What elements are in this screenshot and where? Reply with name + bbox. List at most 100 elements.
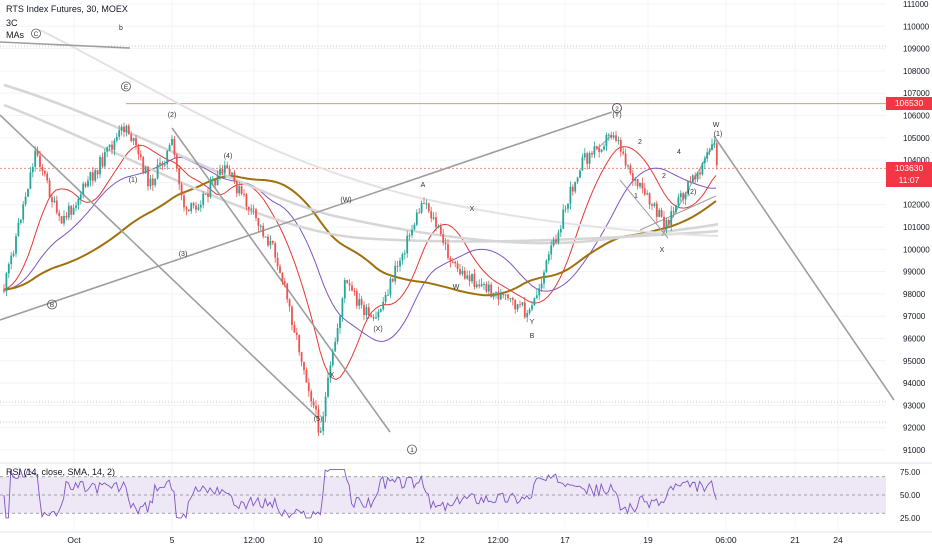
candle-body <box>579 170 581 178</box>
candle-body <box>238 186 241 194</box>
time-axis[interactable]: Oct 5 12:00 10 12 12:00 17 19 06:00 21 24 <box>0 531 932 545</box>
candle-body <box>687 181 689 194</box>
candle-body <box>329 365 332 378</box>
candle-body <box>343 280 346 299</box>
candle-body <box>600 149 603 152</box>
moving-averages <box>3 29 719 381</box>
wave-label: 2 <box>615 106 619 113</box>
candle-body <box>185 207 188 210</box>
candle-body <box>168 145 171 151</box>
candle-body <box>677 197 680 206</box>
candle-body <box>658 209 661 217</box>
indicator-3c-label: 3C <box>6 18 18 28</box>
candles <box>3 122 718 437</box>
candle-body <box>211 179 214 182</box>
candle-body <box>555 239 557 243</box>
candle-body <box>252 208 255 210</box>
candle-body <box>43 171 46 174</box>
candle-body <box>699 172 701 175</box>
candle-body <box>442 234 445 243</box>
candle-body <box>223 165 226 174</box>
candle-body <box>214 179 217 186</box>
candle-body <box>310 391 313 402</box>
candle-body <box>3 289 5 292</box>
candle-body <box>703 158 706 164</box>
candle-body <box>127 125 130 135</box>
candle-body <box>507 294 509 299</box>
wave-label: 1 <box>410 447 414 454</box>
wave-label-circle <box>407 444 417 455</box>
candle-body <box>305 370 308 383</box>
candle-body <box>478 284 481 287</box>
price-tick-label: 92000 <box>903 424 926 433</box>
candle-body <box>274 243 277 258</box>
wave-label: 1 <box>634 193 638 200</box>
candle-body <box>118 130 121 137</box>
candle-body <box>264 236 267 238</box>
candle-body <box>276 257 279 267</box>
time-tick-label: 21 <box>790 535 800 545</box>
candle-body <box>156 164 159 179</box>
candle-body <box>355 290 358 306</box>
candle-body <box>574 181 577 192</box>
candle-body <box>430 211 433 219</box>
candle-body <box>509 298 512 300</box>
candle-body <box>317 409 320 433</box>
time-tick-label: 19 <box>643 535 653 545</box>
price-tick-label: 101000 <box>903 223 930 232</box>
wave-label: E <box>124 84 129 91</box>
candle-body <box>195 205 197 210</box>
candle-body <box>161 162 164 166</box>
last-price-badge: 103630 <box>886 162 932 175</box>
candle-body <box>5 273 8 292</box>
candle-body <box>315 405 317 410</box>
candle-body <box>499 293 502 300</box>
candle-body <box>257 217 260 227</box>
candle-body <box>7 264 10 274</box>
candle-body <box>586 153 589 164</box>
candle-body <box>115 136 118 141</box>
candle-body <box>219 169 221 176</box>
candle-body <box>132 138 135 142</box>
candle-body <box>113 140 116 150</box>
candle-body <box>459 269 461 275</box>
price-tick-label: 98000 <box>903 290 926 299</box>
candle-body <box>51 197 53 203</box>
candle-body <box>619 139 622 152</box>
candle-body <box>670 211 673 226</box>
ma-long-line-2 <box>3 103 719 243</box>
candle-body <box>377 311 380 318</box>
candle-body <box>504 294 507 296</box>
ma-slow-line <box>3 175 717 297</box>
candle-body <box>22 204 25 220</box>
candle-body <box>396 265 399 267</box>
wave-label: (3) <box>179 251 188 258</box>
candle-body <box>15 236 17 254</box>
price-axis[interactable]: 111000 110000 109000 108000 107000 106000 1050… <box>903 0 930 455</box>
candle-body <box>243 193 245 195</box>
candle-body <box>70 205 73 215</box>
wave-label: (W) <box>340 197 351 204</box>
candle-body <box>523 302 526 318</box>
candle-body <box>173 138 176 155</box>
candle-body <box>423 202 425 204</box>
candle-body <box>293 325 296 333</box>
candle-body <box>660 209 663 217</box>
candle-body <box>351 285 353 291</box>
candle-body <box>552 239 555 246</box>
candle-body <box>483 283 485 285</box>
candle-body <box>559 228 562 233</box>
candle-body <box>41 166 44 172</box>
trendline <box>0 111 613 321</box>
candle-body <box>624 153 627 166</box>
wave-label: X <box>660 247 665 254</box>
candle-body <box>495 291 497 293</box>
candle-body <box>125 125 128 133</box>
candle-body <box>120 126 123 131</box>
candle-body <box>497 291 500 300</box>
price-tick-label: 102000 <box>903 201 930 210</box>
candle-body <box>123 126 125 133</box>
candle-body <box>516 304 519 310</box>
candle-body <box>216 175 219 186</box>
